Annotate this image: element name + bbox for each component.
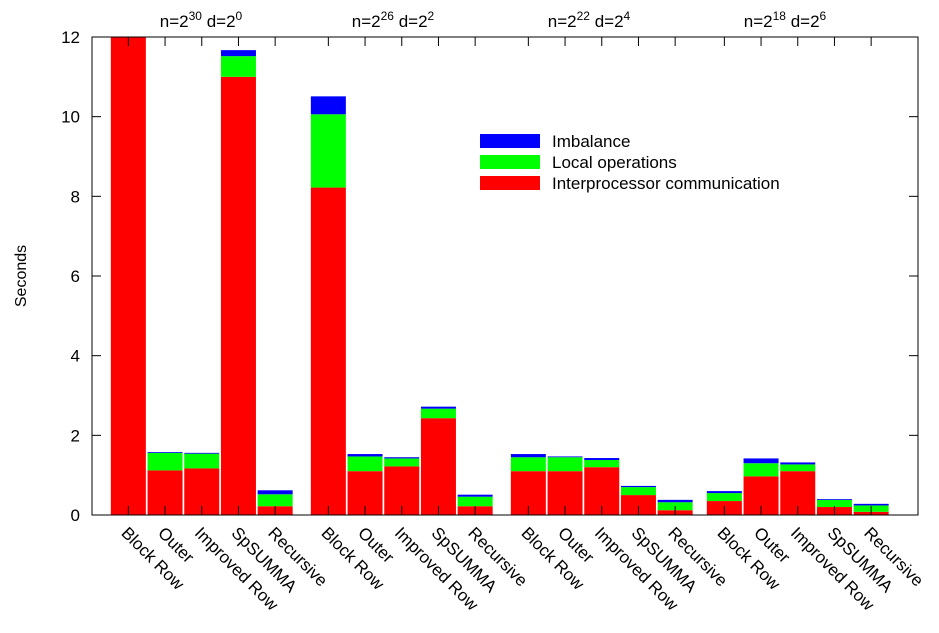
bar-segment-local-operations [780,464,816,472]
bar-segment-local-operations [510,457,546,472]
bar-segment-local-operations [584,460,620,468]
bar-segment-imbalance [816,499,852,500]
bar-segment-local-operations [457,496,493,507]
group-label: n=230 d=20 [160,9,243,31]
legend-label: Imbalance [552,132,630,151]
legend-label: Local operations [552,153,677,172]
bar-segment-local-operations [816,499,852,508]
bar-segment-imbalance [147,452,183,453]
bar-segment-local-operations [420,408,456,419]
bar-segment-imbalance [743,458,779,464]
bar-segment-imbalance [780,462,816,465]
bar-segment-interprocessor-communication [620,495,656,515]
bar-segment-local-operations [147,452,183,471]
group-label: n=222 d=24 [548,9,631,31]
group-label: n=226 d=22 [352,9,435,31]
bar-segment-local-operations [706,493,742,502]
y-tick-label: 4 [71,347,80,366]
bar-segment-imbalance [384,457,420,459]
bar-segment-imbalance [620,485,656,488]
bar-segment-local-operations [547,457,583,472]
group-labels: n=230 d=20 n=226 d=22 n=222 d=24 n=218 d=26 [160,9,827,31]
bar-segment-local-operations [743,463,779,477]
bar-segment-interprocessor-communication [420,418,456,515]
bar-segment-imbalance [584,458,620,461]
bar-segment-imbalance [310,96,346,115]
bar-segment-imbalance [420,406,456,409]
bar-segment-imbalance [706,491,742,494]
bar-segment-local-operations [310,114,346,188]
bar-segment-imbalance [853,503,889,506]
legend: Imbalance Local operations Interprocessor … [480,132,780,193]
bar-segment-imbalance [257,490,293,495]
bar-segment-local-operations [384,458,420,467]
bar-segment-local-operations [220,56,256,77]
bar-segment-interprocessor-communication [310,187,346,515]
bar-segment-interprocessor-communication [220,76,256,515]
bar-segment-imbalance [657,499,693,503]
y-tick-label: 0 [71,506,80,525]
bar-segment-imbalance [510,454,546,458]
y-tick-label: 8 [71,187,80,206]
bar-segment-imbalance [347,454,383,457]
y-tick-label: 12 [61,28,80,47]
bars-layer [110,37,889,515]
bar-segment-imbalance [457,494,493,497]
legend-swatch [480,134,540,148]
legend-swatch [480,176,540,190]
bar-segment-local-operations [257,494,293,507]
plot-frame [91,36,919,516]
bar-segment-imbalance [184,452,220,454]
legend-label: Interprocessor communication [552,174,780,193]
y-tick-label: 2 [71,426,80,445]
y-axis-label: Seconds [13,245,30,307]
y-tick-label: 6 [71,267,80,286]
y-axis: 0 2 4 6 8 10 12 [61,28,918,525]
bar-segment-local-operations [184,453,220,469]
bar-segment-local-operations [620,487,656,496]
y-tick-label: 10 [61,108,80,127]
bar-segment-interprocessor-communication [110,37,146,515]
legend-swatch [480,155,540,169]
bar-segment-local-operations [347,456,383,472]
group-label: n=218 d=26 [744,9,827,31]
bar-segment-imbalance [220,50,256,57]
bar-segment-imbalance [547,456,583,458]
